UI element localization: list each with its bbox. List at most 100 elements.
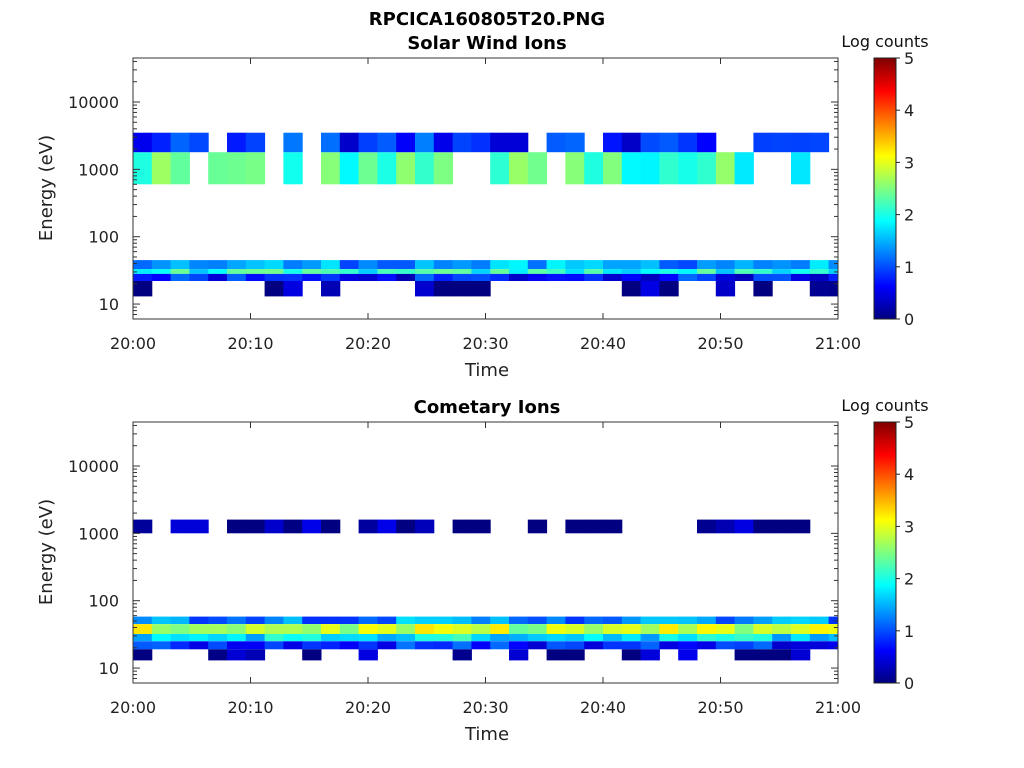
spectrogram-cell: [133, 269, 153, 274]
spectrogram-cell: [339, 132, 360, 153]
spectrogram-cell: [415, 281, 435, 297]
figure-title: RPCICA160805T20.PNG: [369, 9, 605, 30]
x-tick-label: 20:50: [697, 698, 743, 717]
panel-solar-wind: Solar Wind Ions 20:00 20:10 20:20 20:30 20:4…: [36, 32, 929, 381]
spectrogram-cell: [321, 641, 341, 650]
spectrogram-cell: [546, 132, 566, 153]
spectrogram-cell: [678, 649, 698, 661]
spectrogram-cell: [245, 269, 266, 274]
spectrogram-cell: [377, 269, 397, 274]
spectrogram-cell: [490, 273, 510, 281]
spectrogram-cell: [584, 519, 604, 534]
spectrogram-cell: [753, 273, 773, 281]
spectrogram-cell: [189, 273, 209, 281]
spectrogram-cell: [245, 624, 266, 635]
colorbar: [873, 57, 897, 320]
spectrogram-cell: [640, 152, 660, 185]
spectrogram-cell: [753, 634, 773, 642]
spectrogram-cell: [151, 260, 172, 270]
spectrogram-cell: [678, 641, 698, 650]
spectrogram-cell: [490, 616, 510, 624]
spectrogram-cell: [433, 616, 454, 624]
spectrogram-cell: [471, 273, 491, 281]
spectrogram-cell: [791, 519, 811, 534]
panel-cometary: Cometary Ions 20:00 20:10 20:20 20:30 20:40 2…: [36, 396, 929, 745]
spectrogram-cell: [170, 260, 190, 270]
spectrogram-cell: [697, 634, 717, 642]
spectrogram-cell: [603, 269, 623, 274]
x-axis-label: Time: [464, 724, 509, 745]
spectrogram-cell: [302, 273, 322, 281]
spectrogram-cell: [678, 269, 698, 274]
y-tick-label: 10000: [68, 93, 119, 112]
spectrogram-cell: [133, 152, 153, 185]
spectrogram-cell: [264, 260, 284, 270]
spectrogram-cell: [697, 132, 717, 153]
spectrogram-cell: [133, 641, 153, 650]
spectrogram-cell: [772, 132, 792, 153]
spectrogram-cell: [772, 634, 792, 642]
colorbar-label: Log counts: [841, 32, 928, 51]
spectrogram-cell: [791, 616, 811, 624]
spectrogram-cell: [358, 519, 378, 534]
y-tick-label: 10000: [68, 457, 119, 476]
spectrogram-cell: [753, 281, 773, 297]
spectrogram-cell: [697, 273, 717, 281]
spectrogram-cell: [471, 519, 491, 534]
spectrogram-cell: [809, 616, 830, 624]
spectrogram-cell: [321, 624, 341, 635]
spectrogram-cell: [565, 641, 585, 650]
spectrogram-cell: [283, 132, 303, 153]
spectrogram-cell: [546, 649, 566, 661]
spectrogram-cell: [452, 634, 472, 642]
spectrogram-cell: [603, 634, 623, 642]
colorbar-cometary: Log counts 0 1 2 3 4 5: [841, 396, 928, 693]
spectrogram-cell: [772, 649, 792, 661]
spectrogram-cell: [321, 260, 341, 270]
spectrogram-cell: [339, 269, 360, 274]
spectrogram-cell: [151, 616, 172, 624]
spectrogram-cell: [828, 616, 838, 624]
spectrogram-solar-wind: [133, 132, 838, 297]
spectrogram-cell: [415, 260, 435, 270]
spectrogram-cell: [264, 269, 284, 274]
spectrogram-cell: [621, 152, 642, 185]
spectrogram-cell: [809, 281, 830, 297]
x-tick-label: 20:10: [227, 698, 273, 717]
spectrogram-cell: [227, 616, 247, 624]
colorbar-tick-label: 3: [904, 153, 914, 172]
spectrogram-cell: [640, 624, 660, 635]
y-tick-label: 1000: [78, 160, 119, 179]
spectrogram-cell: [433, 260, 454, 270]
spectrogram-cell: [621, 273, 642, 281]
spectrogram-cell: [753, 641, 773, 650]
panel-title-solar-wind: Solar Wind Ions: [407, 33, 566, 54]
spectrogram-cell: [791, 273, 811, 281]
spectrogram-cell: [151, 624, 172, 635]
spectrogram-cell: [565, 269, 585, 274]
spectrogram-cell: [377, 260, 397, 270]
spectrogram-cell: [433, 269, 454, 274]
spectrogram-cell: [584, 641, 604, 650]
spectrogram-cell: [697, 641, 717, 650]
spectrogram-cell: [490, 624, 510, 635]
spectrogram-cell: [565, 649, 585, 661]
spectrogram-cell: [715, 616, 736, 624]
spectrogram-cell: [396, 634, 416, 642]
spectrogram-cell: [734, 641, 754, 650]
spectrogram-cell: [377, 152, 397, 185]
y-tick-label: 10: [99, 295, 119, 314]
spectrogram-cell: [603, 260, 623, 270]
spectrogram-cell: [527, 616, 548, 624]
spectrogram-cell: [358, 624, 378, 635]
spectrogram-cell: [640, 634, 660, 642]
spectrogram-cell: [565, 624, 585, 635]
spectrogram-cell: [396, 641, 416, 650]
colorbar: [873, 421, 897, 684]
colorbar-tick-label: 5: [904, 413, 914, 432]
spectrogram-cell: [772, 624, 792, 635]
spectrogram-cell: [791, 132, 811, 153]
spectrogram-cell: [809, 624, 830, 635]
spectrogram-cell: [565, 273, 585, 281]
spectrogram-cell: [640, 269, 660, 274]
